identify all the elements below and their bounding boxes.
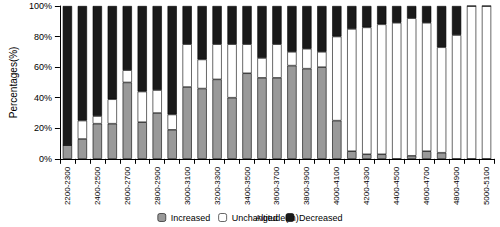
svg-text:80%: 80% (34, 32, 52, 42)
svg-text:3200-3300: 3200-3300 (213, 166, 222, 205)
svg-text:4800-4900: 4800-4900 (452, 166, 461, 205)
svg-text:3400-3500: 3400-3500 (243, 166, 252, 205)
svg-text:4200-4300: 4200-4300 (362, 166, 371, 205)
svg-text:2600-2700: 2600-2700 (123, 166, 132, 205)
svg-text:2400-2500: 2400-2500 (93, 166, 102, 205)
svg-text:Unchanged: Unchanged (232, 213, 278, 223)
svg-text:4000-4100: 4000-4100 (332, 166, 341, 205)
svg-text:4600-4700: 4600-4700 (422, 166, 431, 205)
svg-text:3600-3700: 3600-3700 (272, 166, 281, 205)
svg-text:0%: 0% (39, 154, 52, 164)
svg-text:Percentages(%): Percentages(%) (8, 47, 19, 119)
svg-text:Decreased: Decreased (299, 213, 343, 223)
svg-text:2200-2300: 2200-2300 (63, 166, 72, 205)
svg-text:5000-5100: 5000-5100 (482, 166, 491, 205)
svg-text:40%: 40% (34, 93, 52, 103)
svg-text:2800-2900: 2800-2900 (153, 166, 162, 205)
svg-text:100%: 100% (29, 1, 52, 11)
svg-text:3000-3100: 3000-3100 (183, 166, 192, 205)
svg-text:4400-4500: 4400-4500 (392, 166, 401, 205)
svg-text:20%: 20% (34, 123, 52, 133)
svg-text:3800-3900: 3800-3900 (302, 166, 311, 205)
svg-text:Increased: Increased (171, 213, 211, 223)
svg-text:60%: 60% (34, 62, 52, 72)
